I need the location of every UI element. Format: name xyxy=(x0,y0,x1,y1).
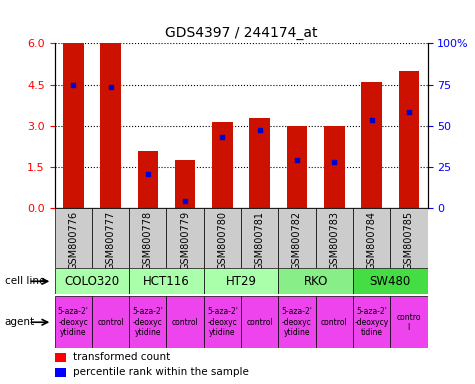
Bar xyxy=(361,82,382,208)
Bar xyxy=(353,208,390,268)
Bar xyxy=(278,208,316,268)
Text: GSM800785: GSM800785 xyxy=(404,211,414,270)
Text: GSM800780: GSM800780 xyxy=(218,211,228,270)
Bar xyxy=(63,43,84,208)
Text: cell line: cell line xyxy=(5,276,45,286)
Bar xyxy=(287,126,307,208)
Point xyxy=(405,109,413,115)
Bar xyxy=(92,296,129,348)
Text: contro
l: contro l xyxy=(397,313,421,332)
Text: GSM800782: GSM800782 xyxy=(292,211,302,270)
Text: RKO: RKO xyxy=(304,275,328,288)
Bar xyxy=(175,160,195,208)
Bar xyxy=(204,208,241,268)
Bar xyxy=(241,208,278,268)
Text: SW480: SW480 xyxy=(370,275,411,288)
Bar xyxy=(390,296,428,348)
Text: COLO320: COLO320 xyxy=(64,275,120,288)
Bar xyxy=(353,296,390,348)
Text: GSM800778: GSM800778 xyxy=(143,211,153,270)
Title: GDS4397 / 244174_at: GDS4397 / 244174_at xyxy=(165,25,317,40)
Text: control: control xyxy=(247,318,273,327)
Bar xyxy=(55,368,66,377)
Bar xyxy=(399,71,419,208)
Bar xyxy=(315,208,353,268)
Text: GSM800781: GSM800781 xyxy=(255,211,265,270)
Bar xyxy=(167,208,204,268)
Bar xyxy=(204,268,278,294)
Text: agent: agent xyxy=(5,317,35,327)
Text: GSM800784: GSM800784 xyxy=(367,211,377,270)
Bar xyxy=(92,208,129,268)
Bar xyxy=(278,296,316,348)
Text: GSM800777: GSM800777 xyxy=(105,211,115,270)
Bar xyxy=(129,208,166,268)
Bar xyxy=(129,268,204,294)
Bar xyxy=(55,268,129,294)
Bar xyxy=(249,118,270,208)
Text: HT29: HT29 xyxy=(226,275,256,288)
Bar xyxy=(390,208,428,268)
Bar xyxy=(55,296,92,348)
Text: 5-aza-2'
-deoxyc
ytidine: 5-aza-2' -deoxyc ytidine xyxy=(282,307,313,337)
Text: control: control xyxy=(97,318,124,327)
Text: 5-aza-2'
-deoxyc
ytidine: 5-aza-2' -deoxyc ytidine xyxy=(207,307,238,337)
Text: control: control xyxy=(172,318,199,327)
Bar xyxy=(55,208,92,268)
Bar xyxy=(55,353,66,362)
Bar xyxy=(278,268,353,294)
Point xyxy=(107,84,114,90)
Point xyxy=(293,157,301,163)
Text: percentile rank within the sample: percentile rank within the sample xyxy=(73,367,249,377)
Text: GSM800776: GSM800776 xyxy=(68,211,78,270)
Bar xyxy=(324,126,344,208)
Point xyxy=(368,117,375,123)
Point xyxy=(331,159,338,165)
Text: 5-aza-2'
-deoxyc
ytidine: 5-aza-2' -deoxyc ytidine xyxy=(58,307,89,337)
Point xyxy=(256,127,264,133)
Bar xyxy=(129,296,166,348)
Text: 5-aza-2'
-deoxycy
tidine: 5-aza-2' -deoxycy tidine xyxy=(354,307,389,337)
Bar xyxy=(353,268,428,294)
Bar xyxy=(167,296,204,348)
Bar xyxy=(138,151,158,208)
Bar xyxy=(204,296,241,348)
Text: GSM800779: GSM800779 xyxy=(180,211,190,270)
Text: control: control xyxy=(321,318,348,327)
Bar xyxy=(212,122,233,208)
Point xyxy=(218,134,226,140)
Bar xyxy=(100,43,121,208)
Bar xyxy=(241,296,278,348)
Text: 5-aza-2'
-deoxyc
ytidine: 5-aza-2' -deoxyc ytidine xyxy=(133,307,163,337)
Point xyxy=(69,81,77,88)
Bar xyxy=(315,296,353,348)
Text: GSM800783: GSM800783 xyxy=(329,211,339,270)
Point xyxy=(144,171,152,177)
Point xyxy=(181,197,189,204)
Text: HCT116: HCT116 xyxy=(143,275,190,288)
Text: transformed count: transformed count xyxy=(73,353,171,362)
